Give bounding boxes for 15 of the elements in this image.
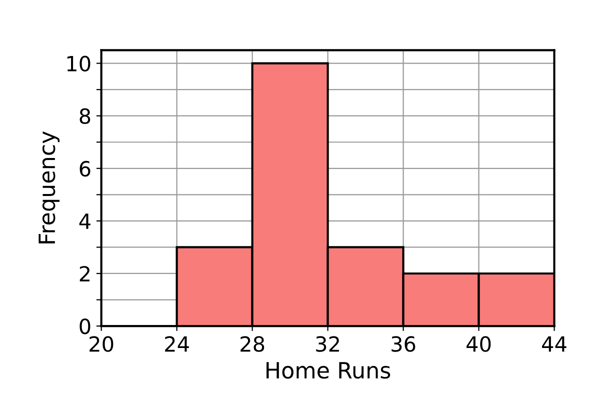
y-tick-label: 0 (80, 318, 90, 334)
x-tick-label: 36 (392, 336, 416, 352)
x-tick-label: 44 (542, 336, 566, 352)
x-axis-title: Home Runs (266, 362, 390, 379)
y-tick-label: 2 (80, 266, 90, 282)
y-tick-label: 10 (67, 56, 90, 72)
y-tick-label: 8 (80, 108, 90, 124)
x-tick-label: 20 (90, 336, 114, 352)
x-tick-label: 40 (466, 336, 491, 352)
y-tick-label: 4 (79, 214, 90, 229)
x-tick-label: 32 (316, 336, 339, 352)
y-axis-title: Frequency (38, 131, 60, 244)
y-tick-label: 6 (80, 160, 90, 177)
x-tick-label: 28 (240, 336, 264, 352)
x-tick-label: 24 (165, 336, 189, 352)
